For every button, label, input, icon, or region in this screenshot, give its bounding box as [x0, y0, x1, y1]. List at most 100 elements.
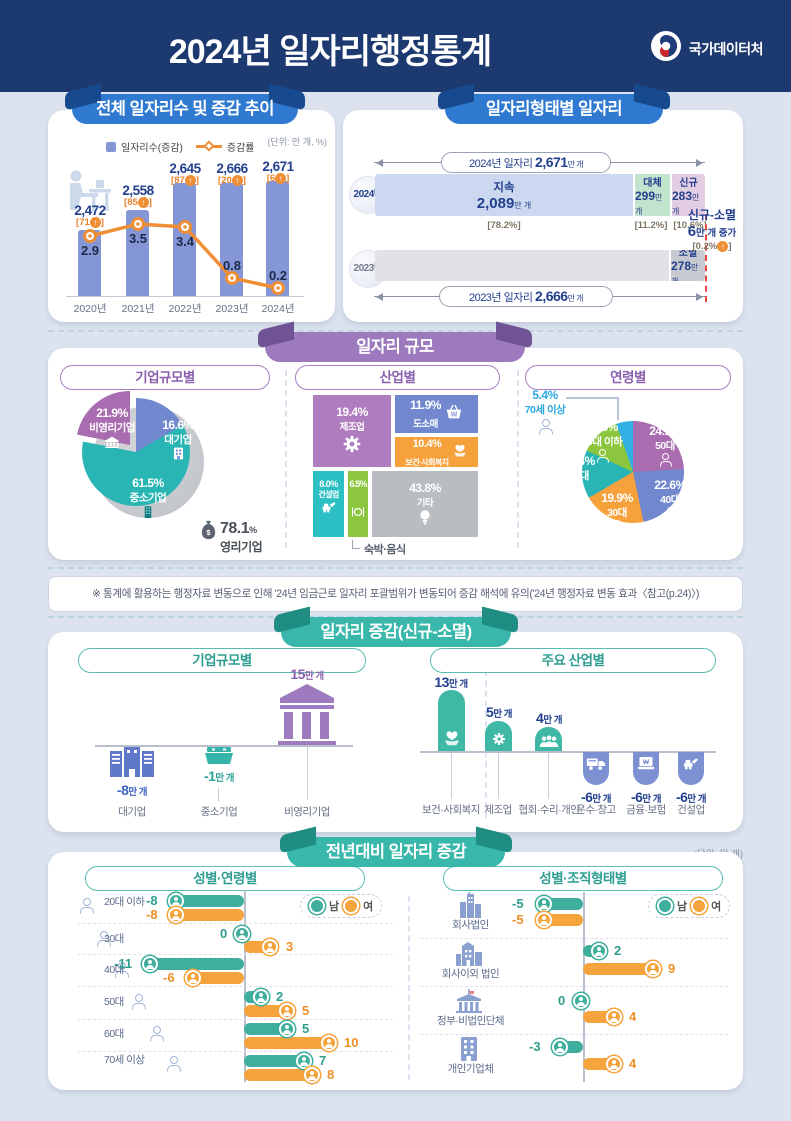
agency-logo-icon [650, 30, 682, 67]
up-arrow-icon [137, 197, 149, 208]
segment-somyeol: 소멸 278만 개 [669, 250, 705, 281]
segment-2023-rest [375, 250, 669, 281]
female-badge-icon [304, 1067, 320, 1083]
footnote: ※ 통계에 활용하는 행정자료 변동으로 인해 '24년 임금근로 일자리 포괄… [48, 576, 743, 612]
female-badge-icon [343, 898, 360, 914]
label-age50: 24.1% 50대 [640, 424, 690, 472]
bank-icon [74, 435, 150, 453]
segment-daeche: 대체 299만 개 [633, 174, 670, 216]
treemap-construction: 8.0% 건설업 [313, 471, 344, 537]
legend-line-label: 증감률 [226, 143, 255, 154]
trend-rate: 0.2 [268, 268, 288, 283]
age-pie [582, 421, 684, 523]
legend-bar-label: 일자리수(증감) [121, 143, 183, 154]
person-icon [167, 1056, 182, 1072]
legend-line-swatch [195, 139, 222, 152]
org-row-label: 회사법인 [452, 919, 489, 931]
bar-construction [678, 752, 704, 785]
corporation-icon [456, 892, 484, 923]
male-badge-icon [253, 989, 269, 1005]
up-arrow-icon [275, 173, 287, 184]
label-nonprofit: 21.9% 비영리기업 [74, 406, 150, 453]
excavator-icon [684, 758, 698, 770]
delta-label: 건설업 [677, 804, 705, 816]
trend-rate: 0.8 [222, 258, 242, 273]
delta-value: -8만 개 [116, 782, 148, 798]
delta-label: 대기업 [118, 806, 146, 818]
age-row-label: 40대 [104, 964, 124, 976]
people-icon [539, 735, 558, 747]
section-title-jobtype: 일자리형태별 일자리 [445, 94, 663, 124]
segment-jisok: 지속 2,089만 개 [375, 174, 633, 216]
new-minus-closed-annotation: 신규-소멸 6만 개 증가 [0.2%] [683, 206, 741, 252]
gender-legend: 남 여 [300, 894, 383, 918]
treemap-health: 10.4% 보건·사회복지 [395, 437, 478, 467]
person-icon [538, 419, 553, 435]
delta-value: -6만 개 [580, 789, 612, 805]
label-age40: 22.6% 40대 [644, 478, 696, 526]
trend-rate: 2.9 [80, 243, 100, 258]
trend-rate-line [83, 217, 285, 295]
trend-change: [87] [153, 175, 217, 186]
pct-jisok: [78.2%] [487, 220, 521, 231]
male-badge-icon [657, 898, 673, 914]
trend-bar-2022 [173, 183, 196, 296]
header-bar: 2024년 일자리행정통계 국가데이터처 [0, 0, 791, 92]
trend-value: 2,671 [262, 159, 294, 174]
legend-bar-swatch [106, 141, 116, 152]
treemap-manufacturing: 19.4% 제조업 [313, 395, 391, 467]
card-scale: 기업규모별 21.9% 비영리기업 16.6% 대기업 61.5% 중소기업 $… [48, 348, 743, 560]
header-age: 연령별 [525, 365, 731, 390]
delta-label: 금융·보험 [626, 804, 666, 816]
individual-business-icon [458, 1037, 480, 1066]
trend-xlabel: 2020년 [73, 303, 107, 315]
small-building-icon [110, 505, 186, 523]
female-badge-icon [691, 898, 708, 914]
up-arrow-icon [89, 217, 101, 228]
card-yoy: 성별·연령별 남 여 20대 이하 -8 -8 30대 0 3 40대 -11 … [48, 852, 743, 1090]
delta-label: 제조업 [484, 804, 512, 816]
total-2023-pill: 2023년 일자리 2,666만 개 [439, 286, 613, 307]
trend-value: 2,666 [216, 161, 248, 176]
delta-value: 13만 개 [434, 674, 468, 690]
truck-icon [586, 758, 606, 770]
delta-company-axis [95, 745, 353, 747]
segment-singyu: 신규 283만 개 [670, 174, 705, 216]
male-badge-icon [142, 956, 158, 972]
header-gender-org: 성별·조직형태별 [443, 866, 723, 891]
total-2024-pill: 2024년 일자리 2,671만 개 [441, 152, 611, 173]
excavator-icon [313, 500, 344, 518]
person-icon [114, 962, 129, 978]
header-delta-industry: 주요 산업별 [430, 648, 716, 673]
female-badge-icon [168, 907, 184, 923]
trend-legend: 일자리수(증감) 증감률 [106, 139, 254, 154]
person-icon [596, 449, 609, 463]
person-icon [664, 507, 677, 521]
trend-xlabel: 2023년 [215, 303, 249, 315]
treemap-accommodation: 6.5% [348, 471, 368, 537]
header-gender-age: 성별·연령별 [85, 866, 365, 891]
bar-transport [583, 752, 609, 785]
trend-change: [6] [246, 173, 310, 184]
female-badge-icon [606, 1056, 622, 1072]
delta-industry-axis [420, 751, 716, 753]
male-badge-icon [573, 993, 589, 1009]
trend-change: [85] [106, 197, 170, 208]
delta-label: 운수·창고 [576, 804, 616, 816]
male-badge-icon [591, 943, 607, 959]
person-icon [149, 1026, 164, 1042]
male-badge-icon [234, 926, 250, 942]
trend-change: [20] [200, 175, 264, 186]
delta-value: 4만 개 [536, 710, 562, 726]
female-badge-icon [536, 912, 552, 928]
trend-xlabel: 2022년 [168, 303, 202, 315]
heart-hands-icon [452, 442, 468, 463]
person-icon [132, 994, 147, 1010]
trend-unit: (단위: 만 개, %) [267, 137, 327, 147]
label-large: 16.6% 대기업 [152, 418, 204, 465]
pct-singyu: [10.6%] [673, 220, 707, 231]
section-title-scale: 일자리 규모 [265, 332, 525, 362]
age-row-label: 20대 이하 [104, 896, 145, 908]
trend-rate: 3.4 [175, 234, 195, 249]
svg-text:$: $ [206, 528, 211, 537]
